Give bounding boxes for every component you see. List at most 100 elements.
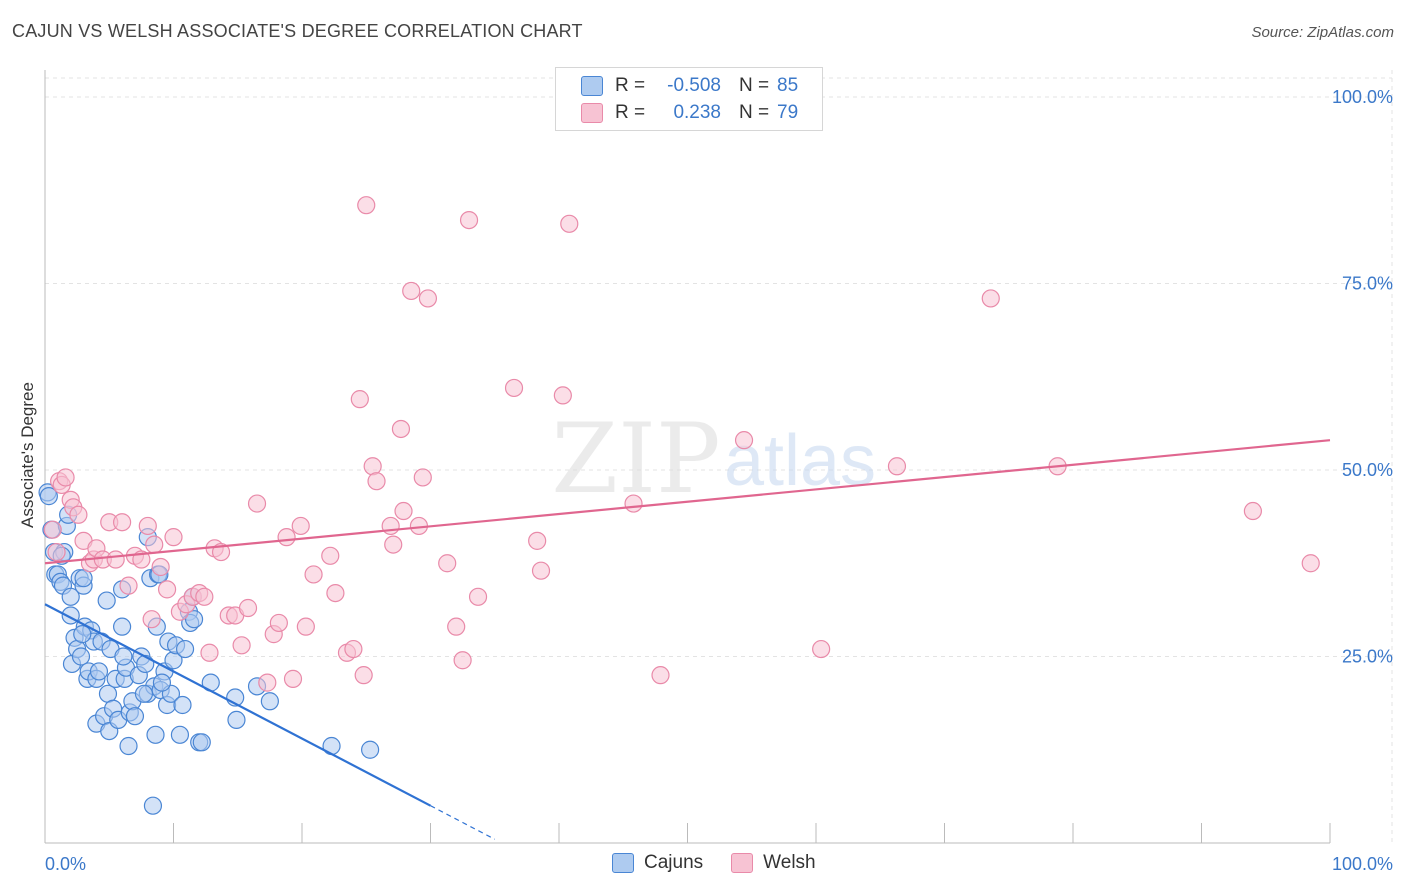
cajun-trend-line [44, 603, 432, 807]
welsh-point [350, 390, 369, 409]
welsh-point [119, 576, 138, 595]
welsh-point [145, 535, 164, 554]
cajun-point [61, 587, 80, 606]
legend-n-value: 79 [777, 102, 799, 123]
welsh-point [283, 669, 303, 688]
welsh-point [151, 557, 170, 577]
legend-row-welsh: R = 0.238 N = 79 [581, 101, 798, 125]
legend-n-label: N = [739, 75, 770, 96]
source-label: Source: ZipAtlas.com [1251, 24, 1394, 41]
welsh-point [438, 554, 457, 573]
legend-row-cajuns: R = -0.508 N = 85 [581, 74, 798, 98]
legend-label-cajuns: Cajuns [644, 852, 704, 873]
welsh-point [384, 535, 403, 554]
welsh-point [624, 494, 643, 513]
cajun-point [125, 707, 145, 726]
welsh-point [269, 613, 288, 633]
correlation-legend: R = -0.508 N = 85 R = 0.238 N = 79 [555, 67, 823, 131]
chart-title: CAJUN VS WELSH ASSOCIATE'S DEGREE CORREL… [12, 21, 583, 41]
welsh-point [553, 386, 572, 405]
welsh-points [43, 196, 1320, 692]
welsh-point [157, 580, 177, 599]
welsh-point [981, 289, 1000, 308]
welsh-point [560, 214, 579, 233]
welsh-point [247, 494, 267, 513]
legend-n-label: N = [739, 102, 770, 123]
legend-n-value: 85 [777, 75, 799, 96]
welsh-point [1301, 554, 1320, 573]
cajun-points [38, 483, 380, 815]
welsh-point [812, 639, 831, 659]
welsh-point [258, 673, 277, 692]
y-tick-label: 100.0% [1332, 87, 1393, 107]
legend-r-value: 0.238 [673, 102, 721, 123]
axes [44, 70, 1331, 844]
cajun-swatch [612, 853, 634, 873]
cajun-point [73, 625, 92, 644]
cajun-point [97, 591, 116, 610]
welsh-point [391, 419, 411, 439]
y-tick-labels: 25.0% 50.0% 75.0% 100.0% [1332, 87, 1393, 667]
welsh-point [238, 598, 258, 618]
welsh-point [291, 516, 310, 536]
welsh-point [418, 289, 438, 308]
welsh-point [528, 531, 547, 550]
welsh-point [367, 472, 386, 491]
cajun-point [152, 673, 172, 692]
cajun-point [136, 654, 155, 674]
welsh-swatch [581, 103, 603, 123]
cajun-point [192, 733, 211, 752]
cajun-point [71, 647, 91, 666]
welsh-point [195, 587, 214, 606]
welsh-point [402, 281, 421, 301]
legend-r-label: R = [615, 75, 646, 96]
watermark: ZIP atlas [551, 403, 876, 515]
welsh-point [459, 210, 479, 230]
welsh-point [142, 610, 161, 629]
welsh-point [106, 550, 125, 569]
welsh-point [344, 639, 363, 659]
y-tick-label: 50.0% [1342, 460, 1393, 480]
welsh-point [354, 666, 373, 685]
cajun-point [134, 684, 154, 703]
cajun-point [173, 695, 192, 715]
welsh-point [453, 651, 472, 670]
welsh-point [304, 565, 323, 584]
cajun-point [146, 725, 165, 744]
welsh-point [232, 636, 251, 655]
welsh-point [47, 542, 66, 562]
cajun-point [89, 662, 109, 681]
welsh-point [531, 561, 551, 580]
legend-item-welsh[interactable]: Welsh [731, 852, 816, 874]
legend-item-cajuns[interactable]: Cajuns [612, 852, 703, 874]
y-axis-label: Associate's Degree [18, 382, 37, 528]
grid-lines [45, 70, 1393, 843]
cajun-swatch [581, 76, 603, 96]
y-tick-label: 75.0% [1342, 274, 1393, 294]
series-legend: Cajuns Welsh [612, 852, 844, 874]
welsh-point [504, 378, 524, 398]
welsh-point [357, 196, 376, 215]
x-tick-label: 0.0% [45, 854, 86, 874]
cajun-point [175, 639, 195, 659]
welsh-point [43, 520, 62, 539]
welsh-point [56, 468, 75, 487]
cajun-trend-extension [430, 805, 496, 840]
welsh-point [296, 617, 315, 636]
x-tick-labels: 0.0% 100.0% [45, 854, 1393, 874]
welsh-point [734, 431, 754, 450]
welsh-point [447, 617, 466, 636]
cajun-point [260, 692, 279, 711]
legend-r-label: R = [615, 102, 646, 123]
welsh-swatch [731, 853, 754, 873]
welsh-point [321, 546, 340, 565]
cajun-point [184, 610, 204, 629]
welsh-point [1243, 501, 1263, 521]
cajun-point [119, 736, 138, 756]
welsh-trend-line [44, 439, 1331, 565]
cajun-point [39, 487, 58, 506]
cajun-point [114, 647, 133, 666]
welsh-point [326, 583, 345, 603]
welsh-point [277, 528, 296, 547]
